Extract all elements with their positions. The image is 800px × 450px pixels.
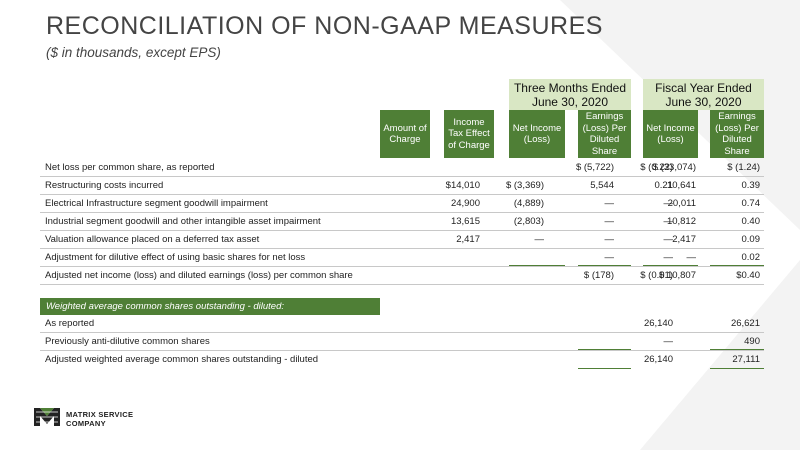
cell-shares-3m: 26,140 [643, 318, 673, 329]
row-label: Adjusted weighted average common shares … [45, 354, 319, 365]
cell-ni-fy: 10,641 [666, 180, 696, 191]
col-header-net-income-fy: Net Income (Loss) [643, 110, 698, 158]
table-row: Adjustment for dilutive effect of using … [40, 249, 764, 266]
col-header-amount: Amount of Charge [380, 110, 430, 158]
cell-ni-3m: — [604, 252, 615, 263]
cell-shares-3m: — [663, 336, 674, 347]
cell-ni-3m: — [604, 234, 615, 245]
cell-ni-fy: 20,011 [667, 198, 696, 209]
table-row: As reported 26,140 26,621 [40, 315, 764, 332]
row-divider [40, 284, 764, 285]
page-subtitle: ($ in thousands, except EPS) [46, 45, 221, 60]
subtotal-line [509, 265, 565, 266]
cell-shares-fy: 27,111 [732, 354, 760, 365]
row-label: Adjusted net income (loss) and diluted e… [45, 270, 353, 281]
cell-shares-fy: 26,621 [730, 318, 760, 329]
cell-ni-3m: — [604, 216, 615, 227]
cell-eps-fy: 0.40 [741, 216, 761, 227]
shares-section-header: Weighted average common shares outstandi… [40, 298, 380, 315]
table-row: Restructuring costs incurred $14,010 $ (… [40, 177, 764, 194]
cell-amount: 2,417 [456, 234, 480, 245]
cell-ni-3m: — [604, 198, 615, 209]
cell-ni-3m: 5,544 [590, 180, 614, 191]
cell-eps-fy: 0.02 [741, 252, 761, 263]
row-label: Net loss per common share, as reported [45, 162, 215, 173]
subtotal-line [643, 265, 698, 266]
cell-tax: — [534, 234, 545, 245]
row-divider [40, 194, 764, 195]
row-label: As reported [45, 318, 95, 329]
subtotal-line [710, 265, 764, 266]
cell-eps-fy: 0.09 [741, 234, 761, 245]
table-row-total: Adjusted net income (loss) and diluted e… [40, 267, 764, 284]
cell-ni-fy: $ 10,807 [659, 270, 696, 281]
col-header-net-income-3m: Net Income (Loss) [509, 110, 565, 158]
matrix-logo-icon [34, 408, 60, 426]
cell-tax: $ (3,369) [505, 180, 544, 191]
cell-eps-fy: $0.40 [736, 270, 760, 281]
row-label: Industrial segment goodwill and other in… [45, 216, 321, 227]
cell-amount: 24,900 [450, 198, 480, 209]
cell-shares-3m: 26,140 [643, 354, 673, 365]
col-header-eps-fy: Earnings (Loss) Per Diluted Share [710, 110, 764, 158]
cell-eps-3m: 0.21 [654, 180, 674, 191]
row-divider [40, 350, 764, 351]
cell-ni-fy: 2,417 [672, 234, 696, 245]
cell-shares-fy: 490 [744, 336, 760, 347]
cell-eps-fy: $ (1.24) [727, 162, 760, 173]
cell-ni-fy: — [686, 252, 697, 263]
company-logo-text: MATRIX SERVICE COMPANY [66, 410, 133, 428]
table-row: Electrical Infrastructure segment goodwi… [40, 195, 764, 212]
cell-amount: $14,010 [445, 180, 480, 191]
cell-eps-fy: 0.39 [741, 180, 761, 191]
total-underline [710, 368, 764, 369]
subtotal-line [710, 349, 764, 350]
subtotal-line [578, 265, 631, 266]
cell-ni-fy: $ (33,074) [652, 162, 696, 173]
table-row: Industrial segment goodwill and other in… [40, 213, 764, 230]
group-header-three-months: Three Months Ended June 30, 2020 [509, 79, 631, 110]
subtotal-line [578, 349, 631, 350]
cell-ni-3m: $ (178) [583, 270, 614, 281]
row-divider [40, 248, 764, 249]
cell-eps-3m: $ (0.01) [640, 270, 673, 281]
total-underline [578, 368, 631, 369]
cell-eps-3m: — [663, 234, 674, 245]
cell-ni-fy: 10,812 [666, 216, 696, 227]
cell-eps-3m: — [663, 198, 674, 209]
row-label: Electrical Infrastructure segment goodwi… [45, 198, 268, 209]
group-header-fiscal-year: Fiscal Year Ended June 30, 2020 [643, 79, 764, 110]
table-row: Previously anti-dilutive common shares —… [40, 333, 764, 350]
row-label: Previously anti-dilutive common shares [45, 336, 210, 347]
cell-eps-3m: — [663, 216, 674, 227]
logo-line-2: COMPANY [66, 419, 106, 428]
cell-amount: 13,615 [450, 216, 480, 227]
cell-eps-fy: 0.74 [741, 198, 761, 209]
cell-tax: (2,803) [513, 216, 544, 227]
cell-tax: (4,889) [513, 198, 544, 209]
row-label: Adjustment for dilutive effect of using … [45, 252, 306, 263]
cell-eps-3m: — [663, 252, 674, 263]
col-header-tax-effect: Income Tax Effect of Charge [444, 110, 494, 158]
row-divider [40, 266, 764, 267]
row-divider [40, 176, 764, 177]
table-row: Valuation allowance placed on a deferred… [40, 231, 764, 248]
cell-eps-3m: $ (0.22) [640, 162, 673, 173]
col-header-eps-3m: Earnings (Loss) Per Diluted Share [578, 110, 631, 158]
table-row: Net loss per common share, as reported $… [40, 159, 764, 176]
table-row-total: Adjusted weighted average common shares … [40, 351, 764, 368]
row-label: Restructuring costs incurred [45, 180, 164, 191]
logo-line-1: MATRIX SERVICE [66, 410, 134, 419]
row-divider [40, 230, 764, 231]
row-label: Valuation allowance placed on a deferred… [45, 234, 260, 245]
row-divider [40, 332, 764, 333]
row-divider [40, 212, 764, 213]
page-title: RECONCILIATION OF NON-GAAP MEASURES [46, 12, 603, 40]
cell-ni-3m: $ (5,722) [575, 162, 614, 173]
